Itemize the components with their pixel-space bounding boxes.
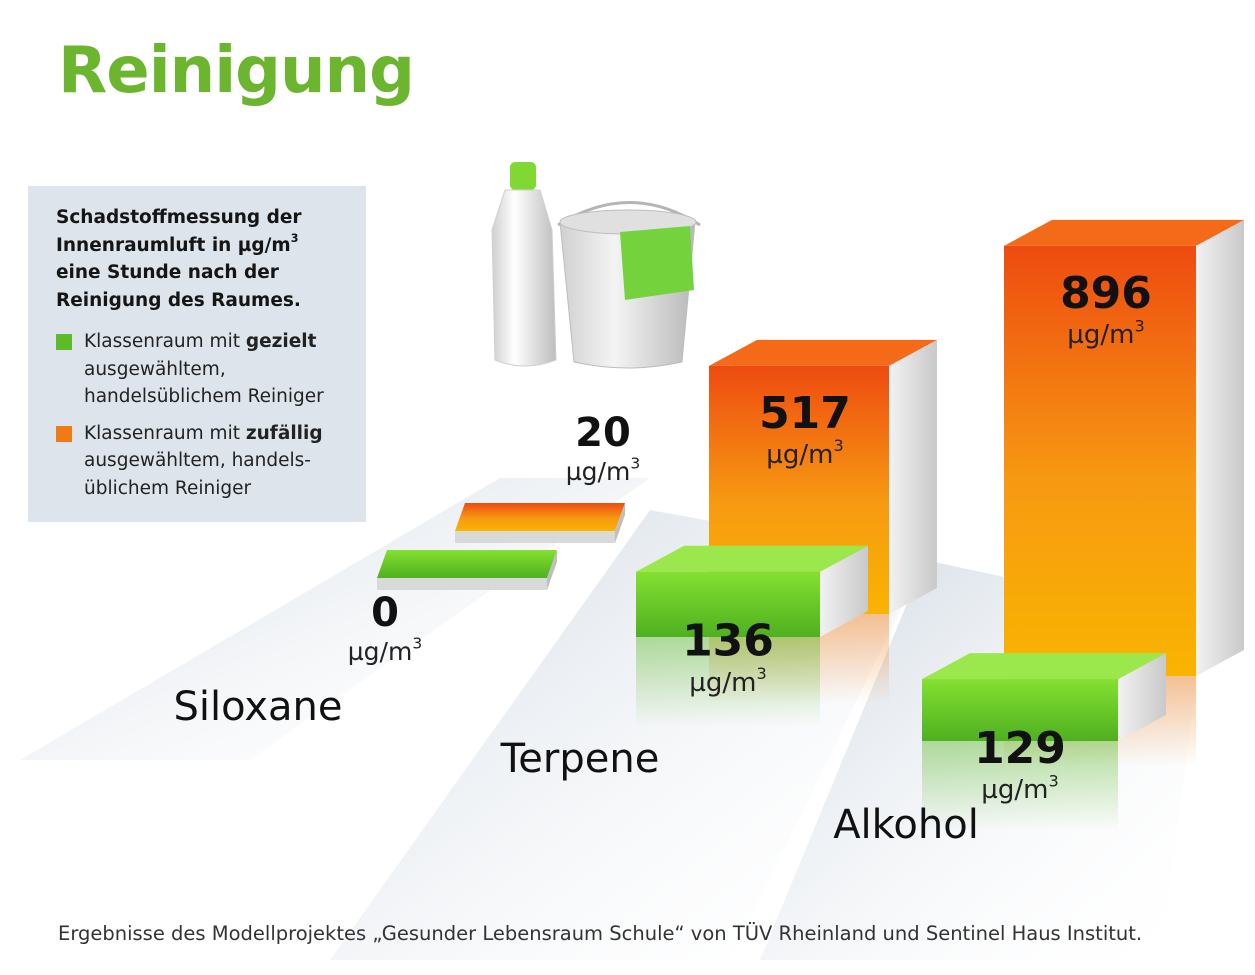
value-label-terpene-zufaellig-unit: µg/m3 — [766, 436, 843, 470]
bar-siloxane-gezielt — [377, 550, 557, 590]
value-label-alkohol-gezielt-unit-sup: 3 — [1048, 771, 1058, 790]
legend-entry-zufaellig-line-3: üblichem Reiniger — [84, 477, 252, 499]
legend-heading-line-2: Innenraumluft in µg/m3 — [56, 232, 354, 260]
legend-panel: Schadstoffmessung der Innenraumluft in µ… — [28, 186, 366, 522]
value-label-alkohol-zufaellig-value: 896 — [1060, 268, 1152, 319]
legend-heading-line-1: Schadstoffmessung der — [56, 207, 302, 228]
legend-heading-line-3: eine Stunde nach der — [56, 262, 279, 283]
value-labels-layer: 20µg/m30µg/m3517µg/m3136µg/m3896µg/m3129… — [348, 268, 1152, 805]
source-note: Ergebnisse des Modellprojektes „Gesunder… — [58, 922, 1143, 945]
legend-entry-gezielt: Klassenraum mit gezielt ausgewähltem, ha… — [56, 328, 354, 411]
bar-top-face — [922, 653, 1166, 680]
bars-layer — [377, 219, 1244, 831]
bar-side-face — [1196, 219, 1244, 677]
page-title: Reinigung — [58, 34, 415, 108]
bar-top-face — [1004, 219, 1244, 246]
legend-heading-line-4: Reinigung des Raumes. — [56, 289, 301, 311]
bar-side-face — [1118, 653, 1166, 741]
legend-heading-sup: 3 — [290, 231, 299, 245]
category-label-alkohol: Alkohol — [833, 802, 979, 848]
legend-swatch-zufaellig — [56, 425, 72, 442]
bar-front-edge — [377, 578, 547, 590]
value-label-alkohol-zufaellig-unit-sup: 3 — [1134, 316, 1144, 335]
bar-top-face — [636, 545, 868, 572]
bar-reflection — [636, 637, 820, 727]
legend-entry-zufaellig-line-1: Klassenraum mit zufällig — [84, 420, 354, 448]
value-label-alkohol-gezielt-unit: µg/m3 — [981, 771, 1058, 805]
legend-heading: Schadstoffmessung der Innenraumluft in µ… — [56, 204, 354, 314]
bottle-icon — [491, 162, 557, 367]
value-label-terpene-gezielt-unit-sup: 3 — [756, 664, 766, 683]
value-label-siloxane-gezielt: 0µg/m3 — [348, 590, 422, 666]
bar-front-face — [922, 679, 1118, 741]
bar-top-face — [455, 503, 625, 531]
legend-entry-gezielt-line-2: ausgewähltem, — [84, 358, 226, 380]
bar-side-face — [820, 545, 868, 637]
legend-entry-zufaellig: Klassenraum mit zufällig ausgewähltem, h… — [56, 420, 354, 503]
legend-entry-zufaellig-pre: Klassenraum mit — [84, 422, 246, 444]
bar-front-edge — [455, 531, 615, 543]
value-label-siloxane-zufaellig-unit: µg/m3 — [566, 455, 640, 486]
bar-terpene-gezielt — [636, 545, 868, 727]
bar-side-edge — [615, 503, 625, 543]
legend-entry-zufaellig-line-2: ausgewähltem, handels- — [84, 450, 311, 471]
bar-reflection — [922, 741, 1118, 831]
category-labels-layer: Siloxane Terpene Alkohol — [173, 684, 978, 848]
bar-alkohol-gezielt — [922, 653, 1166, 831]
value-label-terpene-zufaellig-unit-sup: 3 — [833, 436, 843, 455]
legend-entry-zufaellig-bold: zufällig — [245, 422, 323, 444]
legend-entry-gezielt-line-1: Klassenraum mit gezielt — [84, 328, 354, 356]
value-label-siloxane-gezielt-unit: µg/m3 — [348, 635, 422, 666]
bar-siloxane-zufaellig — [455, 503, 625, 543]
value-label-terpene-zufaellig-value: 517 — [759, 388, 851, 439]
value-label-siloxane-gezielt-value: 0 — [371, 590, 399, 636]
bar-top-face — [377, 550, 557, 578]
value-label-alkohol-zufaellig-unit: µg/m3 — [1067, 316, 1144, 350]
value-label-alkohol-gezielt-value: 129 — [974, 723, 1066, 774]
bucket-icon — [557, 201, 701, 369]
category-label-terpene: Terpene — [500, 736, 660, 782]
legend-entry-gezielt-line-3: handelsüblichem Reiniger — [84, 386, 324, 407]
legend-heading-line-2-text: Innenraumluft in µg/m — [56, 234, 291, 256]
legend-entry-gezielt-pre: Klassenraum mit — [84, 331, 246, 352]
bar-top-face — [709, 339, 937, 366]
legend-entry-gezielt-bold: gezielt — [245, 331, 317, 352]
value-label-siloxane-zufaellig-unit-sup: 3 — [630, 455, 640, 473]
bar-front-face — [636, 571, 820, 637]
legend-swatch-gezielt — [56, 334, 72, 350]
value-label-siloxane-gezielt-unit-sup: 3 — [412, 635, 422, 653]
value-label-terpene-gezielt-value: 136 — [682, 616, 774, 667]
value-label-siloxane-zufaellig-value: 20 — [575, 410, 631, 456]
floor-lane-siloxane — [20, 478, 650, 760]
value-label-terpene-gezielt-unit: µg/m3 — [689, 664, 766, 698]
bar-side-face — [889, 339, 937, 614]
bar-front-face — [1004, 245, 1196, 677]
bar-side-edge — [547, 550, 557, 590]
category-label-siloxane: Siloxane — [173, 684, 342, 730]
